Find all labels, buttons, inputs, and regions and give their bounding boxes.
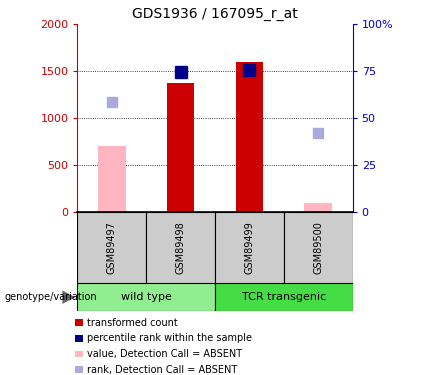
Bar bbox=[236, 62, 263, 212]
Text: rank, Detection Call = ABSENT: rank, Detection Call = ABSENT bbox=[87, 365, 237, 375]
Bar bbox=[146, 212, 215, 283]
Text: GSM89499: GSM89499 bbox=[244, 221, 255, 274]
Text: TCR transgenic: TCR transgenic bbox=[242, 292, 326, 302]
Text: GSM89498: GSM89498 bbox=[175, 221, 186, 274]
Text: GSM89497: GSM89497 bbox=[107, 221, 117, 274]
Bar bbox=[215, 283, 353, 311]
Bar bbox=[304, 203, 332, 212]
Text: GSM89500: GSM89500 bbox=[313, 221, 323, 274]
Polygon shape bbox=[62, 290, 75, 304]
Bar bbox=[77, 283, 215, 311]
Text: genotype/variation: genotype/variation bbox=[4, 292, 97, 302]
Text: transformed count: transformed count bbox=[87, 318, 178, 327]
Bar bbox=[284, 212, 353, 283]
Text: wild type: wild type bbox=[121, 292, 172, 302]
Bar bbox=[77, 212, 146, 283]
Title: GDS1936 / 167095_r_at: GDS1936 / 167095_r_at bbox=[132, 7, 298, 21]
Bar bbox=[167, 82, 194, 212]
Text: percentile rank within the sample: percentile rank within the sample bbox=[87, 333, 252, 343]
Bar bbox=[98, 146, 126, 212]
Text: value, Detection Call = ABSENT: value, Detection Call = ABSENT bbox=[87, 349, 243, 359]
Bar bbox=[215, 212, 284, 283]
